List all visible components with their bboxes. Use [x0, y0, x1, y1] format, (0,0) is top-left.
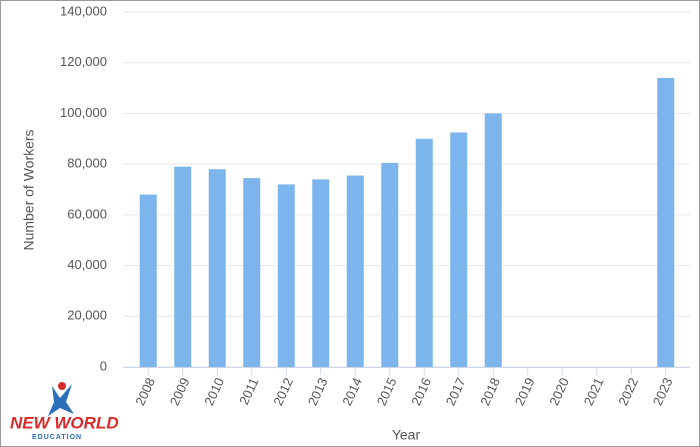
x-axis-title: Year [392, 427, 421, 443]
logo-icon [48, 384, 74, 416]
y-tick-label: 60,000 [67, 206, 107, 221]
bar [277, 184, 295, 367]
bar [174, 166, 192, 367]
bar [415, 138, 433, 367]
y-tick-label: 80,000 [67, 156, 107, 171]
logo-tagline: EDUCATION [32, 434, 82, 441]
bar [450, 132, 468, 367]
bar [346, 175, 364, 367]
logo-name: NEW WORLD [10, 413, 119, 432]
y-tick-label: 120,000 [60, 54, 107, 69]
bar [484, 113, 502, 367]
logo: NEW WORLD EDUCATION [10, 382, 119, 441]
logo-icon-head [58, 382, 66, 390]
bar [208, 169, 226, 367]
y-tick-label: 20,000 [67, 308, 107, 323]
y-axis-title: Number of Workers [21, 129, 37, 250]
bar [243, 178, 261, 367]
y-tick-label: 140,000 [60, 3, 107, 18]
y-tick-label: 40,000 [67, 257, 107, 272]
bar [657, 77, 675, 367]
bar [139, 194, 157, 367]
bar [381, 162, 399, 367]
bar [312, 179, 330, 367]
y-tick-label: 100,000 [60, 105, 107, 120]
y-tick-label: 0 [100, 358, 107, 373]
